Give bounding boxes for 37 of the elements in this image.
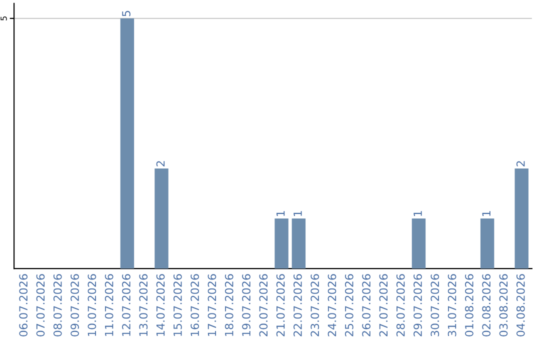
x-tick-label: 20.07.2026 [259, 274, 268, 336]
data-label: 1 [276, 211, 285, 216]
x-tick-label: 24.07.2026 [328, 274, 336, 336]
x-tick-label: 29.07.2026 [414, 274, 422, 336]
x-tick-label: 10.07.2026 [88, 274, 96, 336]
x-tick-label: 13.07.2026 [139, 274, 148, 336]
x-tick-label: 22.07.2026 [294, 274, 302, 336]
x-tick-label: 31.07.2026 [448, 274, 456, 336]
x-tick-label: 04.08.2026 [516, 274, 525, 336]
x-tick-label: 12.07.2026 [122, 274, 130, 336]
x-tick-label: 07.07.2026 [36, 274, 45, 336]
data-label: 5 [122, 10, 130, 16]
data-label: 1 [414, 211, 422, 216]
data-label: 2 [516, 161, 525, 166]
x-tick-label: 23.07.2026 [310, 274, 320, 336]
x-tick-label: 02.08.2026 [482, 274, 491, 336]
x-tick-label: 14.07.2026 [156, 274, 165, 336]
x-tick-label: 01.08.2026 [464, 274, 474, 336]
x-tick-label: 18.07.2026 [224, 274, 234, 336]
x-tick-label: 19.07.2026 [242, 274, 250, 336]
x-tick-label: 28.07.2026 [396, 274, 405, 336]
x-tick-label: 21.07.2026 [276, 274, 285, 336]
data-label: 1 [294, 211, 302, 216]
x-tick-label: 08.07.2026 [53, 274, 62, 336]
x-tick-label: 25.07.2026 [344, 274, 354, 336]
x-tick-label: 03.08.2026 [499, 274, 508, 336]
x-tick-label: 15.07.2026 [173, 274, 182, 336]
x-tick-label: 17.07.2026 [208, 274, 216, 336]
x-tick-label: 16.07.2026 [190, 274, 200, 336]
x-tick-label: 11.07.2026 [104, 274, 114, 336]
data-label: 1 [482, 211, 490, 216]
data-label: 2 [156, 161, 165, 166]
x-tick-label: 09.07.2026 [70, 274, 79, 336]
x-tick-label: 30.07.2026 [430, 274, 440, 336]
x-tick-label: 27.07.2026 [379, 274, 388, 336]
x-tick-label: 26.07.2026 [362, 274, 371, 336]
x-tick-label: 06.07.2026 [19, 274, 28, 336]
